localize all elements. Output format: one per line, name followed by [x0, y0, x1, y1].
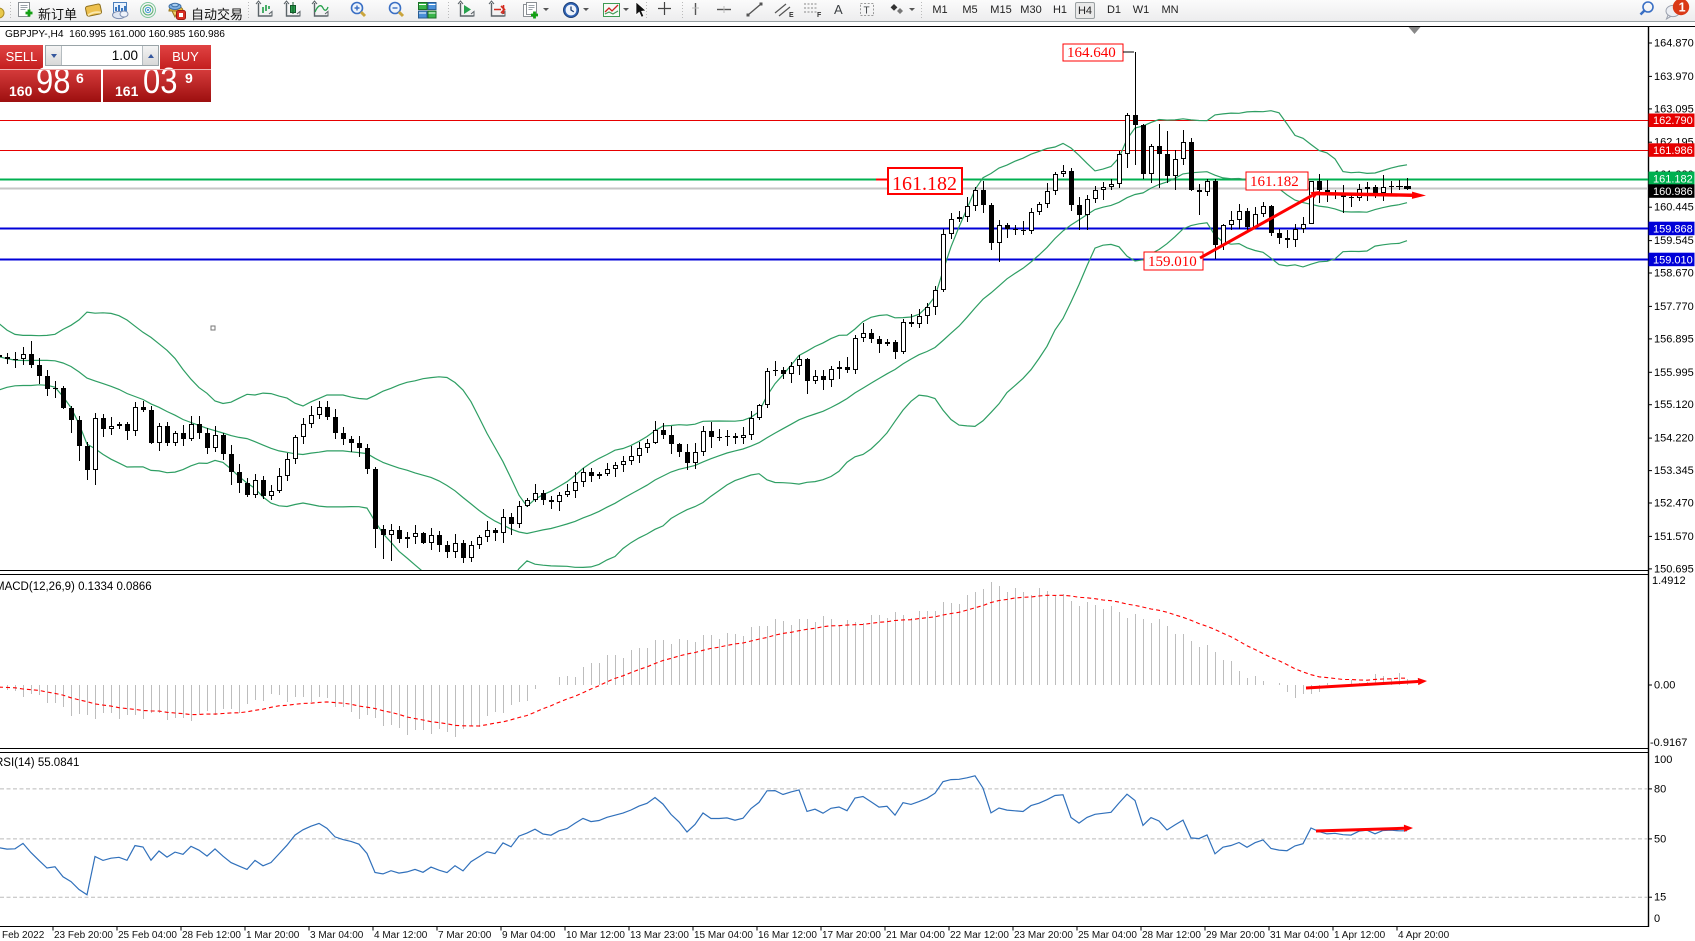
svg-text:13 Mar 23:00: 13 Mar 23:00 — [630, 930, 689, 941]
svg-text:15: 15 — [1654, 892, 1666, 904]
svg-text:4 Mar 12:00: 4 Mar 12:00 — [374, 930, 428, 941]
svg-text:3 Mar 04:00: 3 Mar 04:00 — [310, 930, 364, 941]
svg-text:1: 1 — [1679, 0, 1686, 14]
svg-text:22 Mar 12:00: 22 Mar 12:00 — [950, 930, 1009, 941]
svg-text:0.00: 0.00 — [1654, 680, 1675, 692]
svg-text:17 Mar 20:00: 17 Mar 20:00 — [822, 930, 881, 941]
svg-text:160.986: 160.986 — [1653, 186, 1693, 198]
svg-text:161.182: 161.182 — [892, 173, 957, 195]
svg-text:164.640: 164.640 — [1067, 45, 1116, 61]
svg-text:28 Feb 12:00: 28 Feb 12:00 — [182, 930, 241, 941]
svg-text:Feb 2022: Feb 2022 — [2, 930, 45, 941]
svg-text:159.545: 159.545 — [1654, 235, 1694, 247]
svg-text:164.870: 164.870 — [1654, 38, 1694, 50]
svg-text:1.4912: 1.4912 — [1652, 575, 1686, 587]
svg-text:-0.9167: -0.9167 — [1650, 737, 1687, 749]
svg-text:16 Mar 12:00: 16 Mar 12:00 — [758, 930, 817, 941]
svg-text:E: E — [789, 12, 794, 19]
svg-text:A: A — [834, 2, 843, 17]
svg-text:25 Feb 04:00: 25 Feb 04:00 — [118, 930, 177, 941]
svg-text:159.010: 159.010 — [1148, 254, 1197, 270]
svg-text:50: 50 — [1654, 833, 1666, 845]
svg-text:23 Feb 20:00: 23 Feb 20:00 — [54, 930, 113, 941]
svg-text:RSI(14) 55.0841: RSI(14) 55.0841 — [0, 757, 79, 769]
svg-text:MACD(12,26,9) 0.1334 0.0866: MACD(12,26,9) 0.1334 0.0866 — [0, 581, 152, 593]
svg-text:15 Mar 04:00: 15 Mar 04:00 — [694, 930, 753, 941]
svg-text:156.895: 156.895 — [1654, 333, 1694, 345]
svg-text:152.470: 152.470 — [1654, 498, 1694, 510]
svg-text:25 Mar 04:00: 25 Mar 04:00 — [1078, 930, 1137, 941]
svg-text:9 Mar 04:00: 9 Mar 04:00 — [502, 930, 556, 941]
svg-text:155.120: 155.120 — [1654, 399, 1694, 411]
svg-text:161.986: 161.986 — [1653, 145, 1693, 157]
svg-text:T: T — [864, 6, 870, 17]
svg-text:161.182: 161.182 — [1653, 173, 1693, 185]
svg-text:154.220: 154.220 — [1654, 433, 1694, 445]
svg-text:31 Mar 04:00: 31 Mar 04:00 — [1270, 930, 1329, 941]
svg-text:151.570: 151.570 — [1654, 531, 1694, 543]
svg-text:29 Mar 20:00: 29 Mar 20:00 — [1206, 930, 1265, 941]
svg-text:163.095: 163.095 — [1654, 103, 1694, 115]
svg-text:1 Apr 12:00: 1 Apr 12:00 — [1334, 930, 1386, 941]
svg-text:159.010: 159.010 — [1653, 254, 1693, 266]
svg-text:160.445: 160.445 — [1654, 202, 1694, 214]
svg-text:23 Mar 20:00: 23 Mar 20:00 — [1014, 930, 1073, 941]
svg-text:21 Mar 04:00: 21 Mar 04:00 — [886, 930, 945, 941]
svg-text:158.670: 158.670 — [1654, 268, 1694, 280]
svg-text:1 Mar 20:00: 1 Mar 20:00 — [246, 930, 300, 941]
svg-text:155.995: 155.995 — [1654, 367, 1694, 379]
svg-text:28 Mar 12:00: 28 Mar 12:00 — [1142, 930, 1201, 941]
svg-text:163.970: 163.970 — [1654, 71, 1694, 83]
svg-text:F: F — [817, 12, 822, 19]
svg-text:7 Mar 20:00: 7 Mar 20:00 — [438, 930, 492, 941]
svg-text:GBPJPY-,H4 160.995 161.000 16: GBPJPY-,H4 160.995 161.000 160.985 160.9… — [5, 29, 225, 40]
svg-text:162.790: 162.790 — [1653, 115, 1693, 127]
svg-text:157.770: 157.770 — [1654, 301, 1694, 313]
svg-text:4 Apr 20:00: 4 Apr 20:00 — [1398, 930, 1450, 941]
svg-text:161.182: 161.182 — [1250, 174, 1299, 190]
svg-text:159.868: 159.868 — [1653, 223, 1693, 235]
svg-text:150.695: 150.695 — [1654, 563, 1694, 575]
svg-text:80: 80 — [1654, 783, 1666, 795]
svg-text:10 Mar 12:00: 10 Mar 12:00 — [566, 930, 625, 941]
svg-text:0: 0 — [1654, 913, 1660, 925]
svg-text:100: 100 — [1654, 754, 1672, 766]
svg-text:153.345: 153.345 — [1654, 465, 1694, 477]
